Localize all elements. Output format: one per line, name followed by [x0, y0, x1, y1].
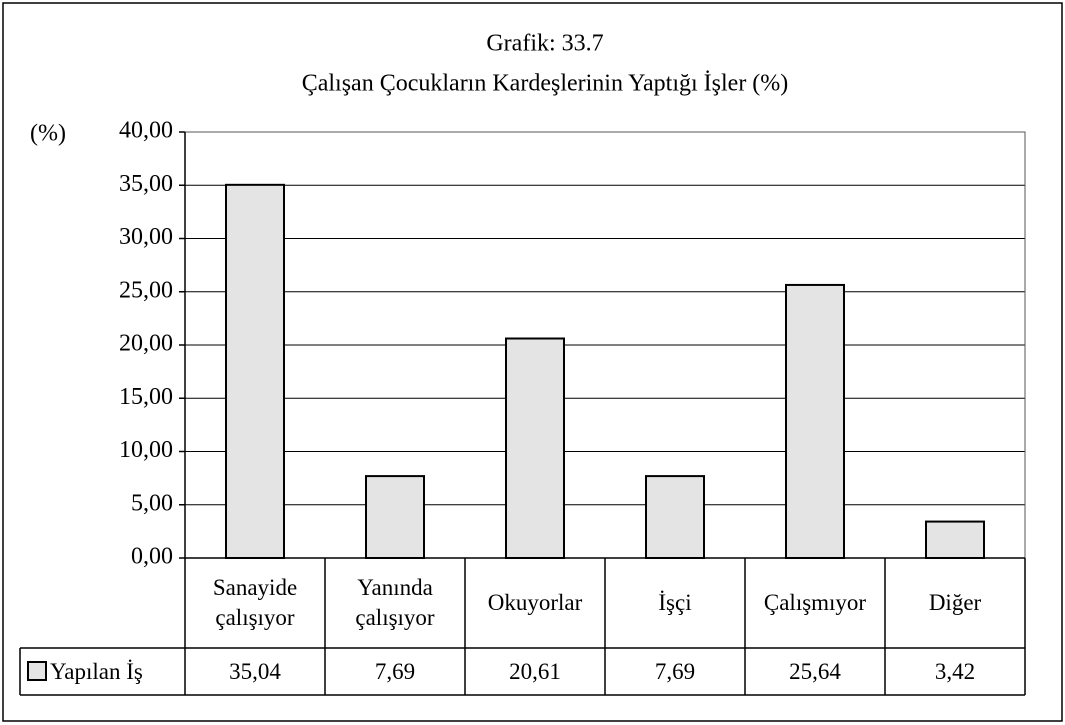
y-tick-label: 10,00 [119, 437, 173, 463]
y-tick-label: 35,00 [119, 171, 173, 197]
legend-swatch [27, 661, 47, 681]
value-label: 7,69 [654, 658, 696, 684]
y-axis-label: (%) [30, 121, 66, 147]
category-label: Çalışmıyor [763, 590, 867, 615]
category-label: İşçi [658, 590, 692, 615]
chart-subtitle: Çalışan Çocukların Kardeşlerinin Yaptığı… [302, 71, 789, 97]
bar [645, 475, 705, 559]
value-label: 35,04 [229, 658, 281, 684]
y-tick-label: 0,00 [131, 544, 173, 570]
bar [785, 283, 845, 559]
bar [365, 475, 425, 559]
category-label: Yanında çalışıyor [355, 575, 435, 630]
category-label: Sanayide çalışıyor [212, 575, 298, 630]
value-label: 3,42 [934, 658, 976, 684]
value-label: 7,69 [374, 658, 416, 684]
y-tick-label: 20,00 [119, 331, 173, 357]
chart-title: Grafik: 33.7 [486, 31, 603, 57]
bar [505, 337, 565, 560]
category-label: Okuyorlar [487, 590, 583, 615]
bar [925, 520, 985, 560]
category-label: Diğer [928, 590, 982, 615]
legend-label: Yapılan İş [50, 658, 143, 684]
value-label: 25,64 [789, 658, 841, 684]
y-tick-label: 40,00 [119, 118, 173, 144]
y-tick-label: 15,00 [119, 384, 173, 410]
y-tick-label: 25,00 [119, 277, 173, 303]
value-label: 20,61 [509, 658, 561, 684]
y-tick-label: 30,00 [119, 224, 173, 250]
y-tick-label: 5,00 [131, 490, 173, 516]
bar [225, 183, 285, 559]
